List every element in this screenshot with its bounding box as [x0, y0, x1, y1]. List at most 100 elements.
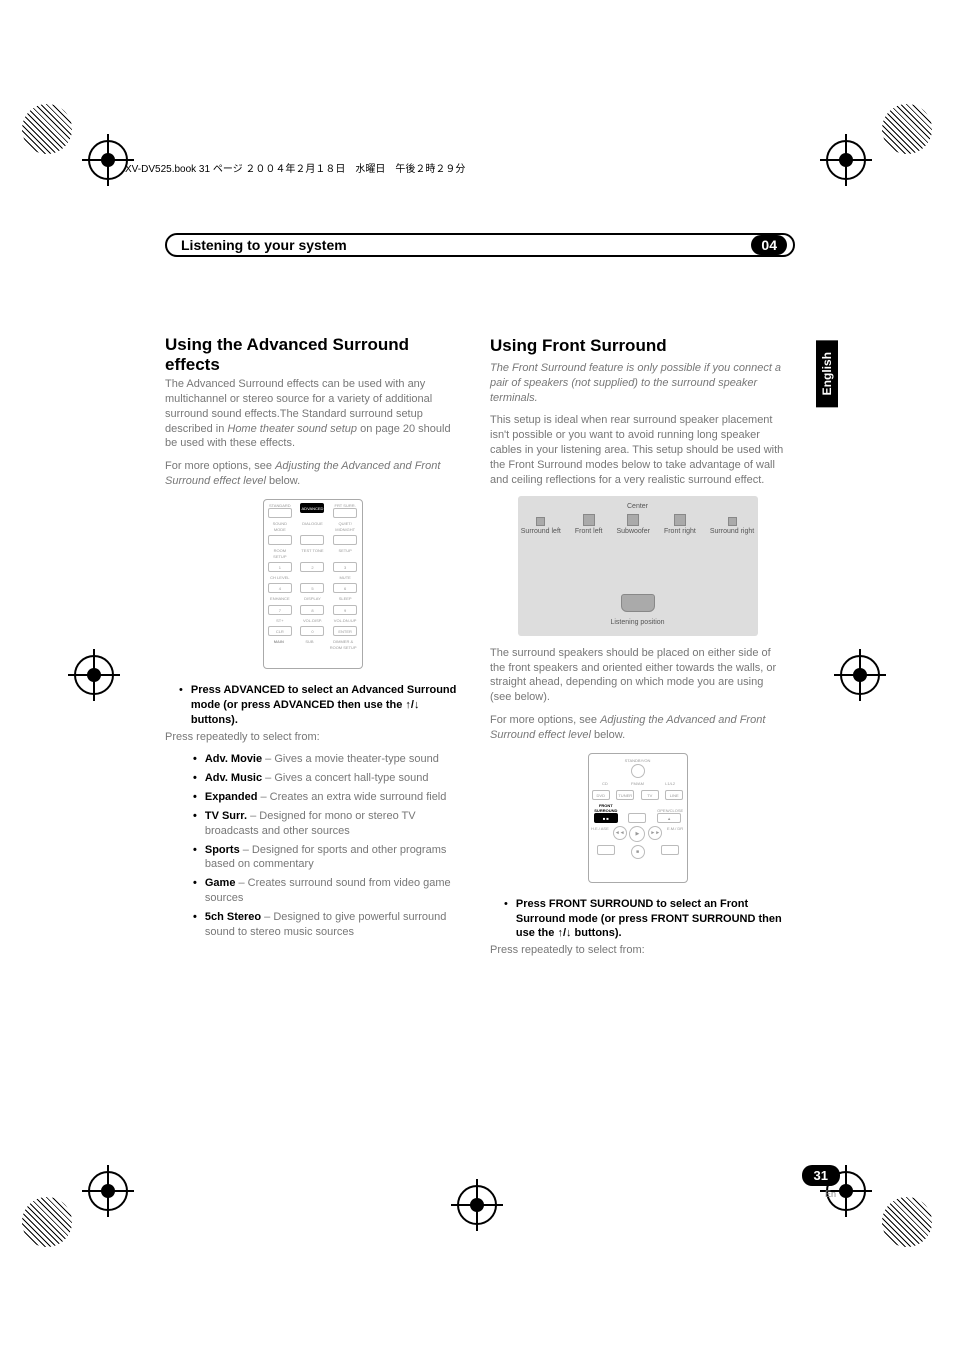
- speaker-icon: [674, 514, 686, 526]
- text: Press FRONT SURROUND to select an Front …: [516, 898, 782, 940]
- rd-num: 5: [300, 583, 324, 593]
- rd-label: MAIN: [274, 639, 284, 644]
- reg-mark: [88, 1171, 128, 1211]
- chapter-number: 04: [751, 235, 787, 255]
- rd-label: H.E./ ASE: [590, 826, 610, 842]
- rd-btn: DVD: [592, 790, 610, 800]
- listening-position-label: Listening position: [610, 618, 664, 627]
- rd-label: FM/AM: [627, 781, 647, 786]
- remote-diagram-front-surround: STANDBY/ON CD FM/AM L1/L2 DVD TUNER TV L…: [588, 753, 688, 883]
- reg-mark: [74, 655, 114, 695]
- rd-num: 6: [333, 583, 357, 593]
- crop-hatch-br: [882, 1197, 932, 1247]
- reg-mark: [840, 655, 880, 695]
- crop-hatch-tr: [882, 104, 932, 154]
- rd-label: STANDBY/ON: [589, 758, 687, 763]
- mode-name: Adv. Movie: [205, 753, 262, 765]
- rd-label: SLEEP: [333, 596, 357, 601]
- rd-label: FRT SURR.: [333, 503, 357, 508]
- rd-label: DIMMER & ROOM SETUP: [328, 639, 358, 650]
- mode-name: Adv. Music: [205, 772, 262, 784]
- mode-name: Game: [205, 877, 236, 889]
- rd-num: CLR: [268, 626, 292, 636]
- bullet-icon: •: [193, 876, 197, 906]
- bullet-icon: •: [193, 843, 197, 873]
- next-icon: ►►: [648, 826, 662, 840]
- speaker-icon: [728, 517, 737, 526]
- remote-diagram-advanced: STANDARD ADVANCED FRT SURR. SOUND MODE D…: [263, 499, 363, 669]
- rd-btn-front-surround: ■ ■: [594, 813, 618, 823]
- rd-num: 2: [300, 562, 324, 572]
- prev-icon: ◄◄: [613, 826, 627, 840]
- rd-btn: [661, 845, 679, 855]
- standby-icon: [631, 764, 645, 778]
- rd-num: 1: [268, 562, 292, 572]
- bullet-text: Press ADVANCED to select an Advanced Sur…: [191, 683, 460, 728]
- spk-label: Surround left: [521, 528, 561, 535]
- right-p3: For more options, see Adjusting the Adva…: [490, 713, 785, 743]
- text: below.: [591, 729, 625, 741]
- mode-item: • Game – Creates surround sound from vide…: [193, 876, 460, 906]
- bullet-text: Press FRONT SURROUND to select an Front …: [516, 897, 785, 942]
- bullet-icon: •: [193, 910, 197, 940]
- play-icon: ▶: [629, 826, 645, 842]
- rd-label: E.M./ DR: [665, 826, 685, 842]
- mode-desc: – Creates surround sound from video game…: [205, 877, 451, 904]
- mode-name: Expanded: [205, 791, 258, 803]
- reg-mark: [826, 140, 866, 180]
- mode-item: • Sports – Designed for sports and other …: [193, 843, 460, 873]
- rd-label: VOL.DN./UP: [333, 618, 357, 623]
- mode-item: •Adv. Movie – Gives a movie theater-type…: [193, 752, 460, 767]
- speaker-icon: [583, 514, 595, 526]
- text-italic: Home theater sound setup: [227, 423, 357, 435]
- stop-icon: ■: [631, 845, 645, 859]
- mode-name: TV Surr.: [205, 810, 247, 822]
- text: buttons).: [191, 714, 238, 726]
- right-p1: This setup is ideal when rear surround s…: [490, 413, 785, 487]
- rd-btn: ▲: [657, 813, 681, 823]
- mode-desc: – Gives a concert hall-type sound: [262, 772, 428, 784]
- rd-btn: LINE: [665, 790, 683, 800]
- spk-label: Subwoofer: [616, 528, 649, 535]
- left-column: Using the Advanced Surround effects The …: [165, 335, 460, 966]
- bullet-icon: •: [504, 897, 508, 942]
- rd-label: SUB: [297, 639, 321, 650]
- rd-label: OPEN/CLOSE: [657, 808, 681, 813]
- text: below.: [266, 475, 300, 487]
- bullet-icon: •: [179, 683, 183, 728]
- rd-num: ENTER: [333, 626, 357, 636]
- mode-desc: – Designed for sports and other programs…: [205, 844, 447, 871]
- mode-name: Sports: [205, 844, 240, 856]
- rd-num: 4: [268, 583, 292, 593]
- up-down-icon: ↓: [414, 699, 420, 711]
- right-column: Using Front Surround The Front Surround …: [490, 335, 785, 966]
- mode-item: •5ch Stereo – Designed to give powerful …: [193, 910, 460, 940]
- right-intro: The Front Surround feature is only possi…: [490, 361, 785, 406]
- content-columns: Using the Advanced Surround effects The …: [165, 335, 785, 966]
- rd-label: DIALOGUE: [300, 521, 324, 532]
- speaker-row: Surround left Front left Subwoofer Front…: [518, 514, 758, 535]
- page-lang: En: [825, 1189, 836, 1199]
- rd-num: 7: [268, 605, 292, 615]
- reg-mark: [88, 140, 128, 180]
- rd-label: SETUP: [333, 548, 357, 559]
- mode-item: •Adv. Music – Gives a concert hall-type …: [193, 771, 460, 786]
- reg-mark: [457, 1185, 497, 1225]
- text: For more options, see: [490, 714, 600, 726]
- rd-label: CD: [595, 781, 615, 786]
- spk-label: Front left: [575, 528, 603, 535]
- speaker-layout-diagram: Center Surround left Front left Subwoofe…: [518, 496, 758, 636]
- section-title: Listening to your system: [181, 237, 347, 253]
- mode-desc: – Creates an extra wide surround field: [257, 791, 446, 803]
- press-repeat: Press repeatedly to select from:: [165, 730, 460, 745]
- rd-label: ST+: [268, 618, 292, 623]
- crop-hatch-tl: [22, 104, 72, 154]
- bullet-icon: •: [193, 809, 197, 839]
- text: For more options, see: [165, 460, 275, 472]
- rd-label-front-surround: FRONT SURROUND: [594, 803, 618, 814]
- page-number-badge: 31: [802, 1165, 840, 1186]
- header-print-line: XV-DV525.book 31 ページ ２００４年２月１８日 水曜日 午後２時…: [125, 160, 465, 175]
- left-para-1: The Advanced Surround effects can be use…: [165, 377, 460, 451]
- rd-btn-advanced: ADVANCED: [300, 503, 324, 513]
- bullet-icon: •: [193, 790, 197, 805]
